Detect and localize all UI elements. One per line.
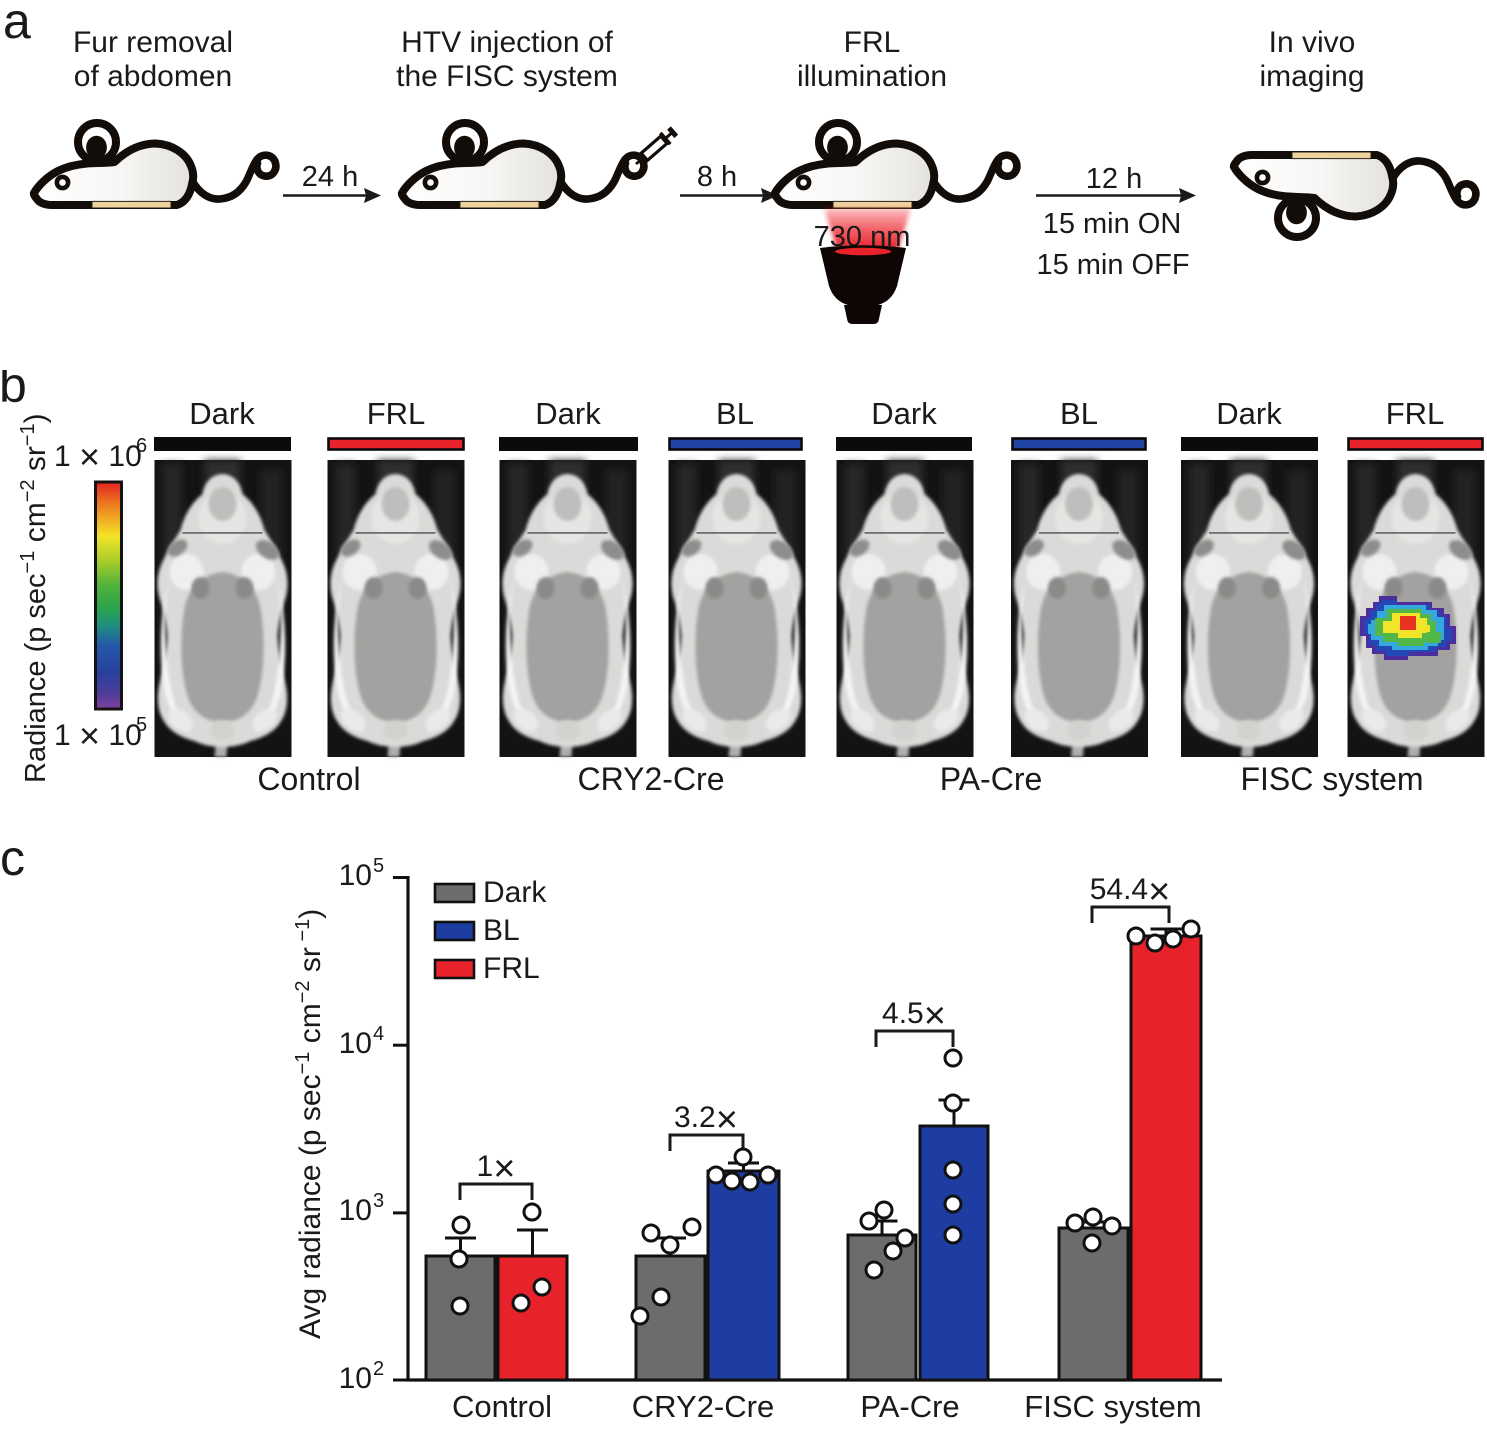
svg-text:PA-Cre: PA-Cre xyxy=(940,761,1043,797)
svg-text:Control: Control xyxy=(257,761,360,797)
svg-text:12 h: 12 h xyxy=(1086,163,1142,195)
svg-text:BL: BL xyxy=(483,914,520,947)
svg-text:Dark: Dark xyxy=(1216,396,1282,431)
svg-text:6: 6 xyxy=(136,435,147,457)
svg-text:Control: Control xyxy=(452,1389,552,1424)
svg-text:imaging: imaging xyxy=(1259,60,1364,93)
svg-text:Dark: Dark xyxy=(871,396,937,431)
svg-text:15 min OFF: 15 min OFF xyxy=(1036,249,1189,281)
svg-text:1 × 10: 1 × 10 xyxy=(54,436,142,477)
svg-text:the FISC system: the FISC system xyxy=(396,60,618,93)
svg-text:FRL: FRL xyxy=(367,396,426,431)
svg-text:1 × 10: 1 × 10 xyxy=(54,715,142,756)
svg-text:a: a xyxy=(3,0,31,49)
svg-text:CRY2-Cre: CRY2-Cre xyxy=(632,1389,774,1424)
svg-text:10: 10 xyxy=(339,1362,372,1395)
svg-text:BL: BL xyxy=(716,396,754,431)
svg-text:of abdomen: of abdomen xyxy=(74,60,232,93)
svg-text:Radiance (p sec−1 cm−2 sr−1): Radiance (p sec−1 cm−2 sr−1) xyxy=(17,413,52,783)
svg-text:3.2×: 3.2× xyxy=(674,1099,738,1141)
svg-text:c: c xyxy=(0,830,25,886)
svg-text:Dark: Dark xyxy=(189,396,255,431)
svg-text:Avg radiance (p sec−1 cm−2 sr: Avg radiance (p sec−1 cm−2 sr −1) xyxy=(292,909,327,1339)
svg-text:10: 10 xyxy=(339,1027,372,1060)
svg-text:8 h: 8 h xyxy=(697,161,737,193)
svg-text:BL: BL xyxy=(1060,396,1098,431)
svg-text:Dark: Dark xyxy=(483,876,547,909)
svg-text:FISC system: FISC system xyxy=(1024,1389,1201,1424)
svg-text:illumination: illumination xyxy=(797,60,947,93)
svg-text:Fur removal: Fur removal xyxy=(73,26,233,59)
svg-text:b: b xyxy=(0,370,27,413)
svg-text:FRL: FRL xyxy=(483,952,540,985)
svg-text:3: 3 xyxy=(373,1190,384,1212)
svg-text:15 min ON: 15 min ON xyxy=(1043,208,1182,240)
svg-text:FRL: FRL xyxy=(1386,396,1445,431)
svg-text:24 h: 24 h xyxy=(302,161,358,193)
svg-text:In vivo: In vivo xyxy=(1269,26,1356,59)
svg-text:CRY2-Cre: CRY2-Cre xyxy=(578,761,725,797)
svg-text:10: 10 xyxy=(339,1194,372,1227)
svg-text:10: 10 xyxy=(339,859,372,892)
svg-text:Dark: Dark xyxy=(535,396,601,431)
svg-text:5: 5 xyxy=(136,714,147,736)
svg-text:PA-Cre: PA-Cre xyxy=(860,1389,959,1424)
svg-text:FRL: FRL xyxy=(844,26,901,59)
svg-text:4: 4 xyxy=(373,1023,384,1045)
svg-text:HTV injection of: HTV injection of xyxy=(401,26,613,59)
svg-text:2: 2 xyxy=(373,1358,384,1380)
svg-text:FISC system: FISC system xyxy=(1240,761,1423,797)
svg-text:5: 5 xyxy=(373,855,384,877)
